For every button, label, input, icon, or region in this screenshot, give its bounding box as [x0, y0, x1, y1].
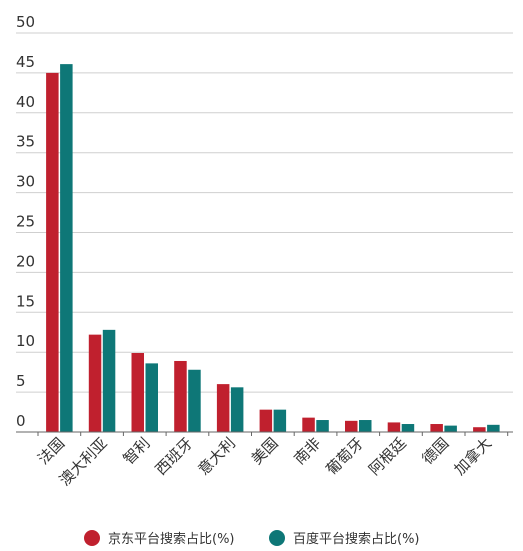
bar-baidu-9 — [444, 425, 457, 432]
bar-jd-3 — [174, 360, 187, 432]
bar-jd-10 — [473, 427, 486, 432]
legend-swatch-jd — [84, 530, 100, 546]
bar-baidu-3 — [188, 369, 201, 432]
x-tick-label: 美国 — [248, 434, 282, 468]
y-tick-label: 50 — [16, 13, 35, 31]
bar-jd-9 — [430, 424, 443, 432]
bar-baidu-0 — [60, 64, 73, 432]
y-tick-labels: 0 5 10 15 20 25 30 35 40 45 50 — [16, 13, 35, 430]
legend-label-baidu: 百度平台搜索占比(%) — [293, 531, 420, 547]
y-tick-label: 15 — [16, 292, 35, 310]
y-tick-label: 20 — [16, 252, 35, 270]
legend-label-jd: 京东平台搜索占比(%) — [108, 532, 235, 547]
x-tick-label: 德国 — [419, 434, 453, 468]
x-tick-label: 意大利 — [194, 434, 239, 479]
bar-baidu-8 — [401, 424, 415, 432]
bar-baidu-4 — [230, 387, 244, 432]
bar-jd-0 — [46, 72, 59, 433]
bar-jd-2 — [131, 352, 144, 432]
x-tick-label: 智利 — [120, 434, 154, 468]
y-tick-label: 5 — [16, 372, 26, 390]
y-tick-label: 45 — [16, 53, 35, 71]
y-tick-label: 35 — [16, 133, 35, 151]
y-tick-label: 10 — [16, 332, 35, 350]
bar-jd-7 — [345, 420, 358, 432]
x-tick-label: 加拿大 — [451, 434, 496, 479]
bar-jd-6 — [302, 417, 315, 432]
bar-baidu-1 — [102, 329, 116, 432]
x-tick-label: 阿根廷 — [365, 434, 410, 479]
x-tick-label: 澳大利亚 — [56, 434, 111, 489]
bar-jd-1 — [88, 334, 102, 432]
bar-baidu-2 — [145, 363, 158, 432]
bar-baidu-6 — [316, 420, 329, 432]
x-tick-label: 法国 — [34, 434, 68, 468]
bar-jd-8 — [387, 422, 401, 432]
y-tick-label: 0 — [16, 412, 26, 430]
axis-layer — [16, 431, 513, 436]
bar-baidu-5 — [273, 409, 287, 432]
legend-swatch-baidu — [269, 530, 285, 546]
x-tick-label: 西班牙 — [152, 434, 197, 479]
x-tick-label: 南非 — [290, 434, 324, 468]
y-tick-label: 25 — [16, 213, 35, 231]
bar-baidu-10 — [487, 424, 500, 432]
x-tick-label: 葡萄牙 — [323, 434, 368, 479]
legend: 京东平台搜索占比(%) 百度平台搜索占比(%) — [84, 530, 420, 547]
bar-baidu-7 — [359, 420, 372, 432]
y-tick-label: 40 — [16, 93, 35, 111]
bars-layer — [46, 64, 500, 433]
y-tick-label: 30 — [16, 173, 35, 191]
bar-jd-4 — [216, 384, 230, 432]
bar-jd-5 — [259, 409, 273, 432]
